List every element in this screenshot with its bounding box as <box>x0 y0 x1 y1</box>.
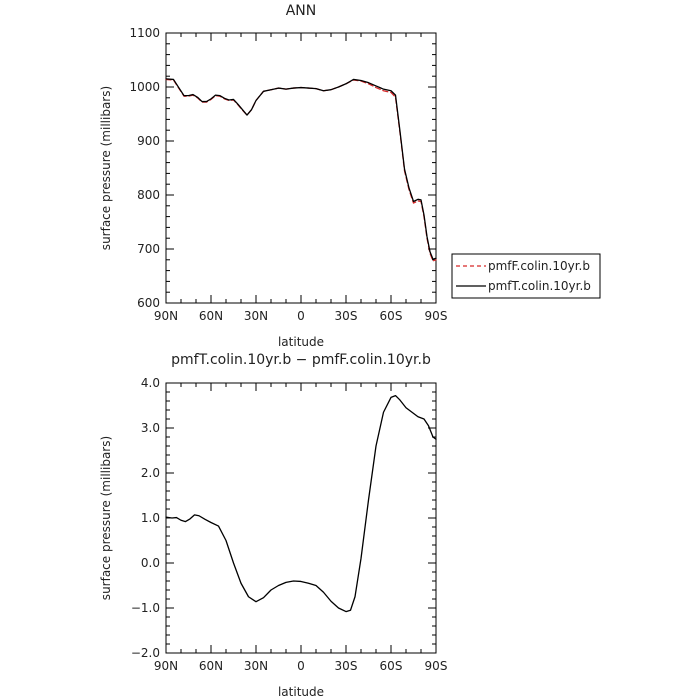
bottom-x-axis-label: latitude <box>278 685 324 699</box>
legend-label-pmfF: pmfF.colin.10yr.b <box>488 259 590 273</box>
series-line-pmfT-colin-10yr-b <box>165 78 437 260</box>
x-tick-label: 60S <box>380 309 403 323</box>
x-tick-label: 30N <box>244 659 268 673</box>
top-ticks: 90N 60N 30N 0 30S 60S 90S 600 700 800 900 1000 1100 <box>129 26 447 323</box>
x-tick-label: 90S <box>425 309 448 323</box>
x-tick-label: 90N <box>154 309 178 323</box>
y-tick-label: 600 <box>137 296 160 310</box>
y-tick-label: 900 <box>137 134 160 148</box>
x-tick-label: 30S <box>335 309 358 323</box>
x-tick-label: 90N <box>154 659 178 673</box>
bottom-ticks: 90N 60N 30N 0 30S 60S 90S −2.0 −1.0 0.0 1.0 2.0 3.0 4… <box>131 376 448 673</box>
top-x-axis-label: latitude <box>278 335 324 349</box>
x-tick-label: 60N <box>199 309 223 323</box>
top-plot-frame <box>165 32 437 304</box>
y-tick-label: 3.0 <box>141 421 160 435</box>
top-chart-title: ANN <box>286 3 317 19</box>
top-series-lines <box>165 78 437 262</box>
y-tick-label: 800 <box>137 188 160 202</box>
x-tick-label: 60N <box>199 659 223 673</box>
x-tick-label: 60S <box>380 659 403 673</box>
top-y-axis-label: surface pressure (millibars) <box>99 86 113 250</box>
y-tick-label: −2.0 <box>131 646 160 660</box>
bottom-chart-title: pmfT.colin.10yr.b − pmfF.colin.10yr.b <box>171 352 431 368</box>
y-tick-label: 1100 <box>129 26 160 40</box>
y-tick-label: 1.0 <box>141 511 160 525</box>
legend-label-pmfT: pmfT.colin.10yr.b <box>488 279 591 293</box>
x-tick-label: 90S <box>425 659 448 673</box>
x-tick-label: 0 <box>297 309 305 323</box>
bottom-y-axis-label: surface pressure (millibars) <box>99 436 113 600</box>
y-tick-label: 4.0 <box>141 376 160 390</box>
series-line-difference <box>165 394 437 613</box>
legend: pmfF.colin.10yr.b pmfT.colin.10yr.b <box>451 253 601 299</box>
y-tick-label: 700 <box>137 242 160 256</box>
y-tick-label: 0.0 <box>141 556 160 570</box>
series-line-pmfF-colin-10yr-b <box>165 78 437 262</box>
legend-box <box>451 253 601 299</box>
x-tick-label: 30S <box>335 659 358 673</box>
x-tick-label: 0 <box>297 659 305 673</box>
bottom-plot-frame <box>165 382 437 654</box>
y-tick-label: 1000 <box>129 80 160 94</box>
y-tick-label: 2.0 <box>141 466 160 480</box>
bottom-chart: pmfT.colin.10yr.b − pmfF.colin.10yr.b 90… <box>99 352 447 699</box>
bottom-series-lines <box>165 394 437 613</box>
y-tick-label: −1.0 <box>131 601 160 615</box>
top-chart: ANN 90N 60N 30N 0 30S 60S 90S 600 700 800 900 1000 1… <box>99 3 447 349</box>
x-tick-label: 30N <box>244 309 268 323</box>
